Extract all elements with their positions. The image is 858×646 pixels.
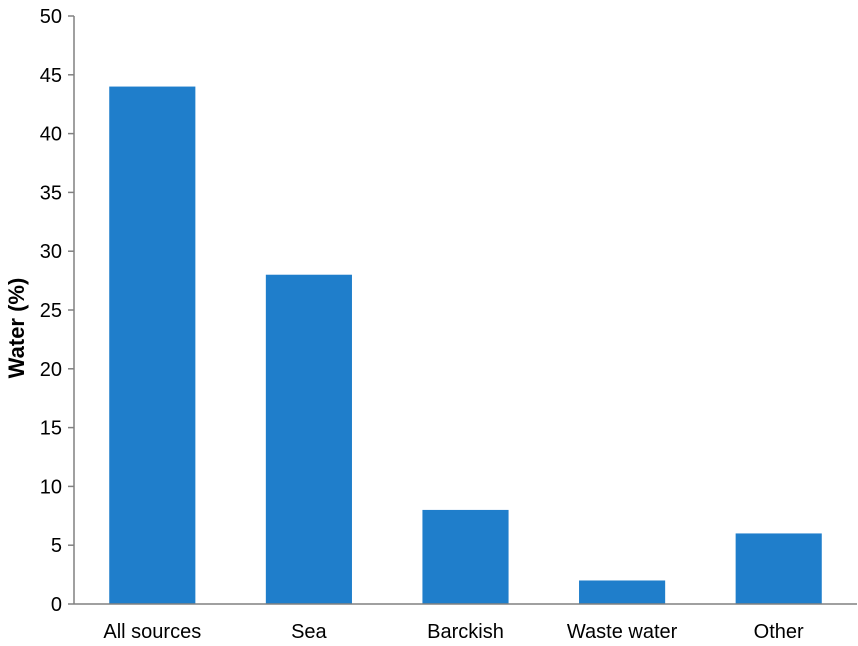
y-tick-label: 45 [40,65,62,87]
y-tick-label: 20 [40,359,62,381]
y-axis-title: Water (%) [4,278,29,379]
y-tick-label: 40 [40,124,62,146]
x-tick-label: Waste water [567,621,678,643]
y-tick-label: 25 [40,300,62,322]
bar-waste-water [579,580,666,604]
x-tick-label: All sources [103,621,201,643]
x-tick-label: Other [754,621,804,643]
bar-sea [265,274,352,604]
y-tick-label: 30 [40,241,62,263]
y-tick-label: 10 [40,476,62,498]
bars-group [109,86,822,604]
y-axis-ticks: 0 5 10 15 20 25 30 35 40 45 50 [40,6,74,616]
x-axis-labels: All sources Sea Barckish Waste water Other [103,621,804,643]
x-tick-label: Sea [291,621,327,643]
y-tick-label: 5 [51,535,62,557]
bar-all-sources [109,86,196,604]
x-tick-label: Barckish [427,621,504,643]
bar-barckish [422,509,509,604]
bar-other [735,533,822,604]
y-tick-label: 0 [51,594,62,616]
y-tick-label: 50 [40,6,62,28]
y-tick-label: 15 [40,418,62,440]
y-tick-label: 35 [40,182,62,204]
